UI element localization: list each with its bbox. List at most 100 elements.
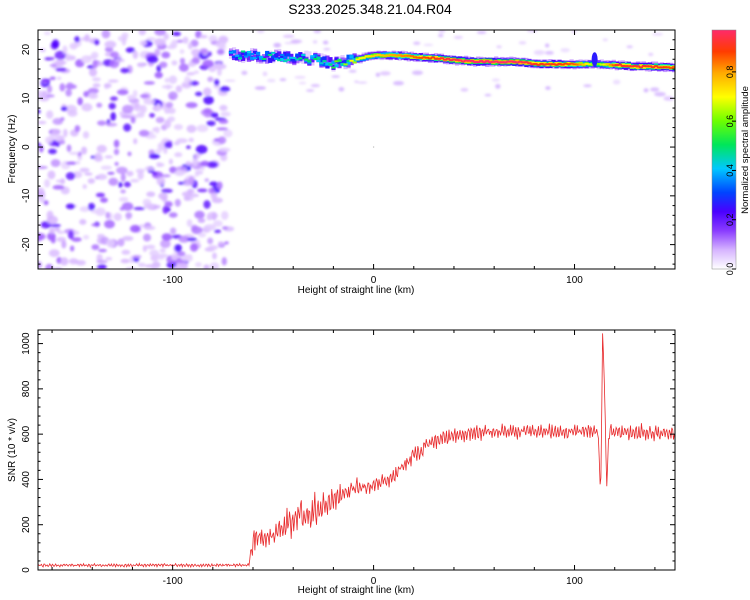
noise-blob	[92, 59, 98, 69]
noise-blob	[49, 227, 55, 235]
noise-blob	[161, 196, 168, 203]
noise-blob	[164, 201, 173, 208]
noise-blob	[216, 181, 223, 190]
noise-blob	[69, 42, 78, 50]
noise-blob	[133, 206, 146, 211]
band-cell	[237, 57, 243, 60]
noise-blob	[46, 94, 55, 98]
noise-blob	[176, 39, 184, 43]
noise-blob	[79, 219, 87, 225]
noise-blob	[196, 124, 209, 133]
noise-blob	[82, 184, 87, 190]
noise-blob	[219, 86, 231, 93]
band-cell	[253, 50, 258, 55]
band-cell	[554, 62, 559, 66]
noise-blob	[83, 90, 90, 98]
band-cell	[436, 57, 442, 60]
band-cell	[246, 53, 252, 57]
band-cell	[289, 58, 294, 62]
noise-blob	[138, 129, 150, 137]
noise-blob	[214, 229, 222, 234]
band-cell	[286, 53, 291, 57]
band-cell	[328, 63, 333, 66]
band-cell	[424, 56, 430, 59]
noise-blob	[164, 119, 172, 129]
noise-blob	[221, 257, 227, 266]
noise-blob	[453, 35, 463, 39]
noise-blob	[161, 174, 171, 178]
noise-blob	[93, 154, 103, 162]
band-cell	[557, 62, 562, 65]
band-cell	[358, 57, 363, 60]
band-cell	[602, 63, 607, 66]
band-cell	[277, 59, 282, 62]
band-cell	[671, 66, 675, 69]
noise-blob	[137, 262, 146, 268]
noise-blob	[215, 62, 222, 71]
band-cell	[310, 57, 315, 63]
band-cell	[611, 64, 616, 67]
noise-blob	[162, 205, 169, 214]
band-cell	[256, 51, 261, 55]
band-cell	[370, 55, 375, 58]
noise-blob	[649, 87, 660, 92]
noise-blob	[146, 37, 156, 41]
noise-blob	[197, 188, 208, 193]
noise-blob	[215, 41, 227, 48]
noise-blob	[154, 71, 163, 79]
band-cell	[581, 63, 586, 66]
noise-blob	[74, 36, 80, 43]
noise-blob	[221, 226, 229, 230]
colorbar-tick-label: 0.8	[725, 66, 735, 79]
noise-blob	[379, 71, 391, 76]
noise-blob	[159, 61, 168, 69]
snr-plot-area	[38, 330, 675, 570]
band-cell	[298, 52, 303, 58]
noise-blob	[217, 136, 227, 144]
noise-blob	[392, 81, 404, 86]
noise-blob	[200, 166, 205, 171]
noise-blob	[171, 39, 178, 45]
noise-blob	[200, 160, 210, 167]
noise-blob	[101, 30, 111, 39]
noise-blob	[82, 234, 90, 240]
noise-blob	[121, 202, 134, 211]
band-cell	[400, 54, 405, 57]
noise-blob	[38, 195, 45, 203]
band-cell	[352, 55, 357, 61]
noise-blob	[282, 34, 295, 38]
band-cell	[304, 50, 309, 60]
noise-blob	[194, 262, 202, 268]
band-cell	[560, 63, 565, 66]
noise-blob	[148, 153, 160, 159]
band-cell	[412, 56, 417, 59]
band-cell	[259, 55, 264, 58]
noise-blob	[180, 262, 189, 269]
noise-blob	[203, 264, 210, 269]
noise-blob	[79, 206, 90, 213]
band-cell	[473, 61, 478, 64]
noise-blob	[130, 178, 140, 183]
noise-blob	[643, 88, 649, 93]
noise-blob	[139, 40, 148, 46]
noise-blob	[65, 53, 71, 61]
band-cell	[277, 57, 282, 61]
noise-blob	[648, 52, 654, 56]
band-cell	[307, 60, 312, 63]
band-cell	[337, 61, 342, 69]
band-cell	[448, 59, 454, 62]
band-cell	[249, 56, 255, 60]
noise-blob	[154, 126, 160, 134]
band-cell	[237, 51, 243, 57]
noise-blob	[187, 42, 193, 50]
noise-blob	[154, 38, 166, 47]
band-cell	[283, 51, 288, 57]
band-cell	[289, 56, 294, 59]
band-cell	[584, 62, 589, 65]
band-cell	[373, 54, 378, 57]
y-tick-label: -10	[21, 188, 32, 203]
band-cell	[295, 53, 300, 57]
band-cell	[515, 61, 520, 64]
noise-blob	[104, 47, 114, 53]
